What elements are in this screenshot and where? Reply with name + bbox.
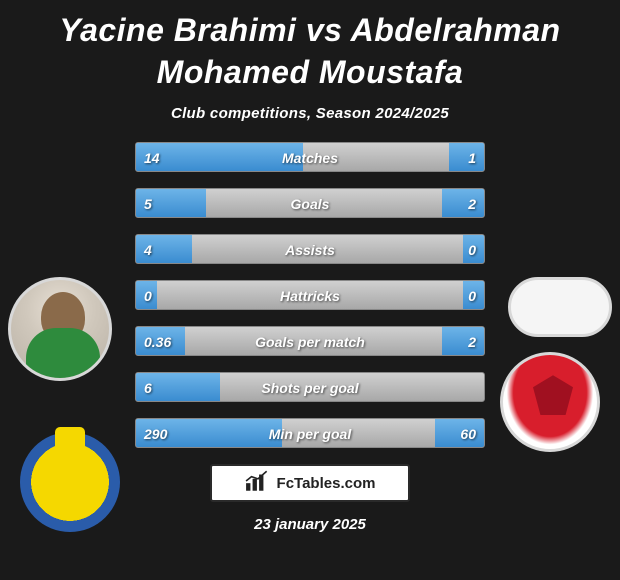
stat-right-value: 0 xyxy=(468,281,476,310)
stat-label: Matches xyxy=(136,143,484,172)
stat-left-value: 0.36 xyxy=(144,327,171,356)
stat-right-value: 60 xyxy=(460,419,476,448)
stat-left-value: 5 xyxy=(144,189,152,218)
stat-row: Goals5 2 xyxy=(135,188,485,218)
stat-left-value: 6 xyxy=(144,373,152,402)
stat-right-value: 2 xyxy=(468,189,476,218)
chart-icon xyxy=(245,470,271,497)
stat-row: Hattricks0 0 xyxy=(135,280,485,310)
stat-left-value: 14 xyxy=(144,143,160,172)
stat-right-value: 0 xyxy=(468,235,476,264)
stat-left-value: 290 xyxy=(144,419,167,448)
club-left-badge xyxy=(20,432,120,532)
stat-label: Goals xyxy=(136,189,484,218)
player-left-avatar xyxy=(8,277,112,381)
stat-row: Goals per match0.36 2 xyxy=(135,326,485,356)
stat-label: Shots per goal xyxy=(136,373,484,402)
stat-row: Min per goal290 60 xyxy=(135,418,485,448)
stat-row: Shots per goal6 xyxy=(135,372,485,402)
stat-left-value: 4 xyxy=(144,235,152,264)
site-badge[interactable]: FcTables.com xyxy=(210,464,410,502)
stats-table: Matches141Goals52Assists40Hattricks00Goa… xyxy=(135,142,485,448)
stat-row: Matches14 1 xyxy=(135,142,485,172)
stat-right-value: 1 xyxy=(468,143,476,172)
stat-left-value: 0 xyxy=(144,281,152,310)
stat-right-value: 2 xyxy=(468,327,476,356)
stat-label: Goals per match xyxy=(136,327,484,356)
player-right-avatar xyxy=(508,277,612,337)
stat-label: Hattricks xyxy=(136,281,484,310)
subtitle: Club competitions, Season 2024/2025 xyxy=(0,105,620,122)
site-name: FcTables.com xyxy=(277,475,376,492)
stat-row: Assists4 0 xyxy=(135,234,485,264)
stat-label: Assists xyxy=(136,235,484,264)
page-title: Yacine Brahimi vs Abdelrahman Mohamed Mo… xyxy=(0,0,620,93)
comparison-content: Matches141Goals52Assists40Hattricks00Goa… xyxy=(0,122,620,533)
stat-label: Min per goal xyxy=(136,419,484,448)
club-right-badge xyxy=(500,352,600,452)
